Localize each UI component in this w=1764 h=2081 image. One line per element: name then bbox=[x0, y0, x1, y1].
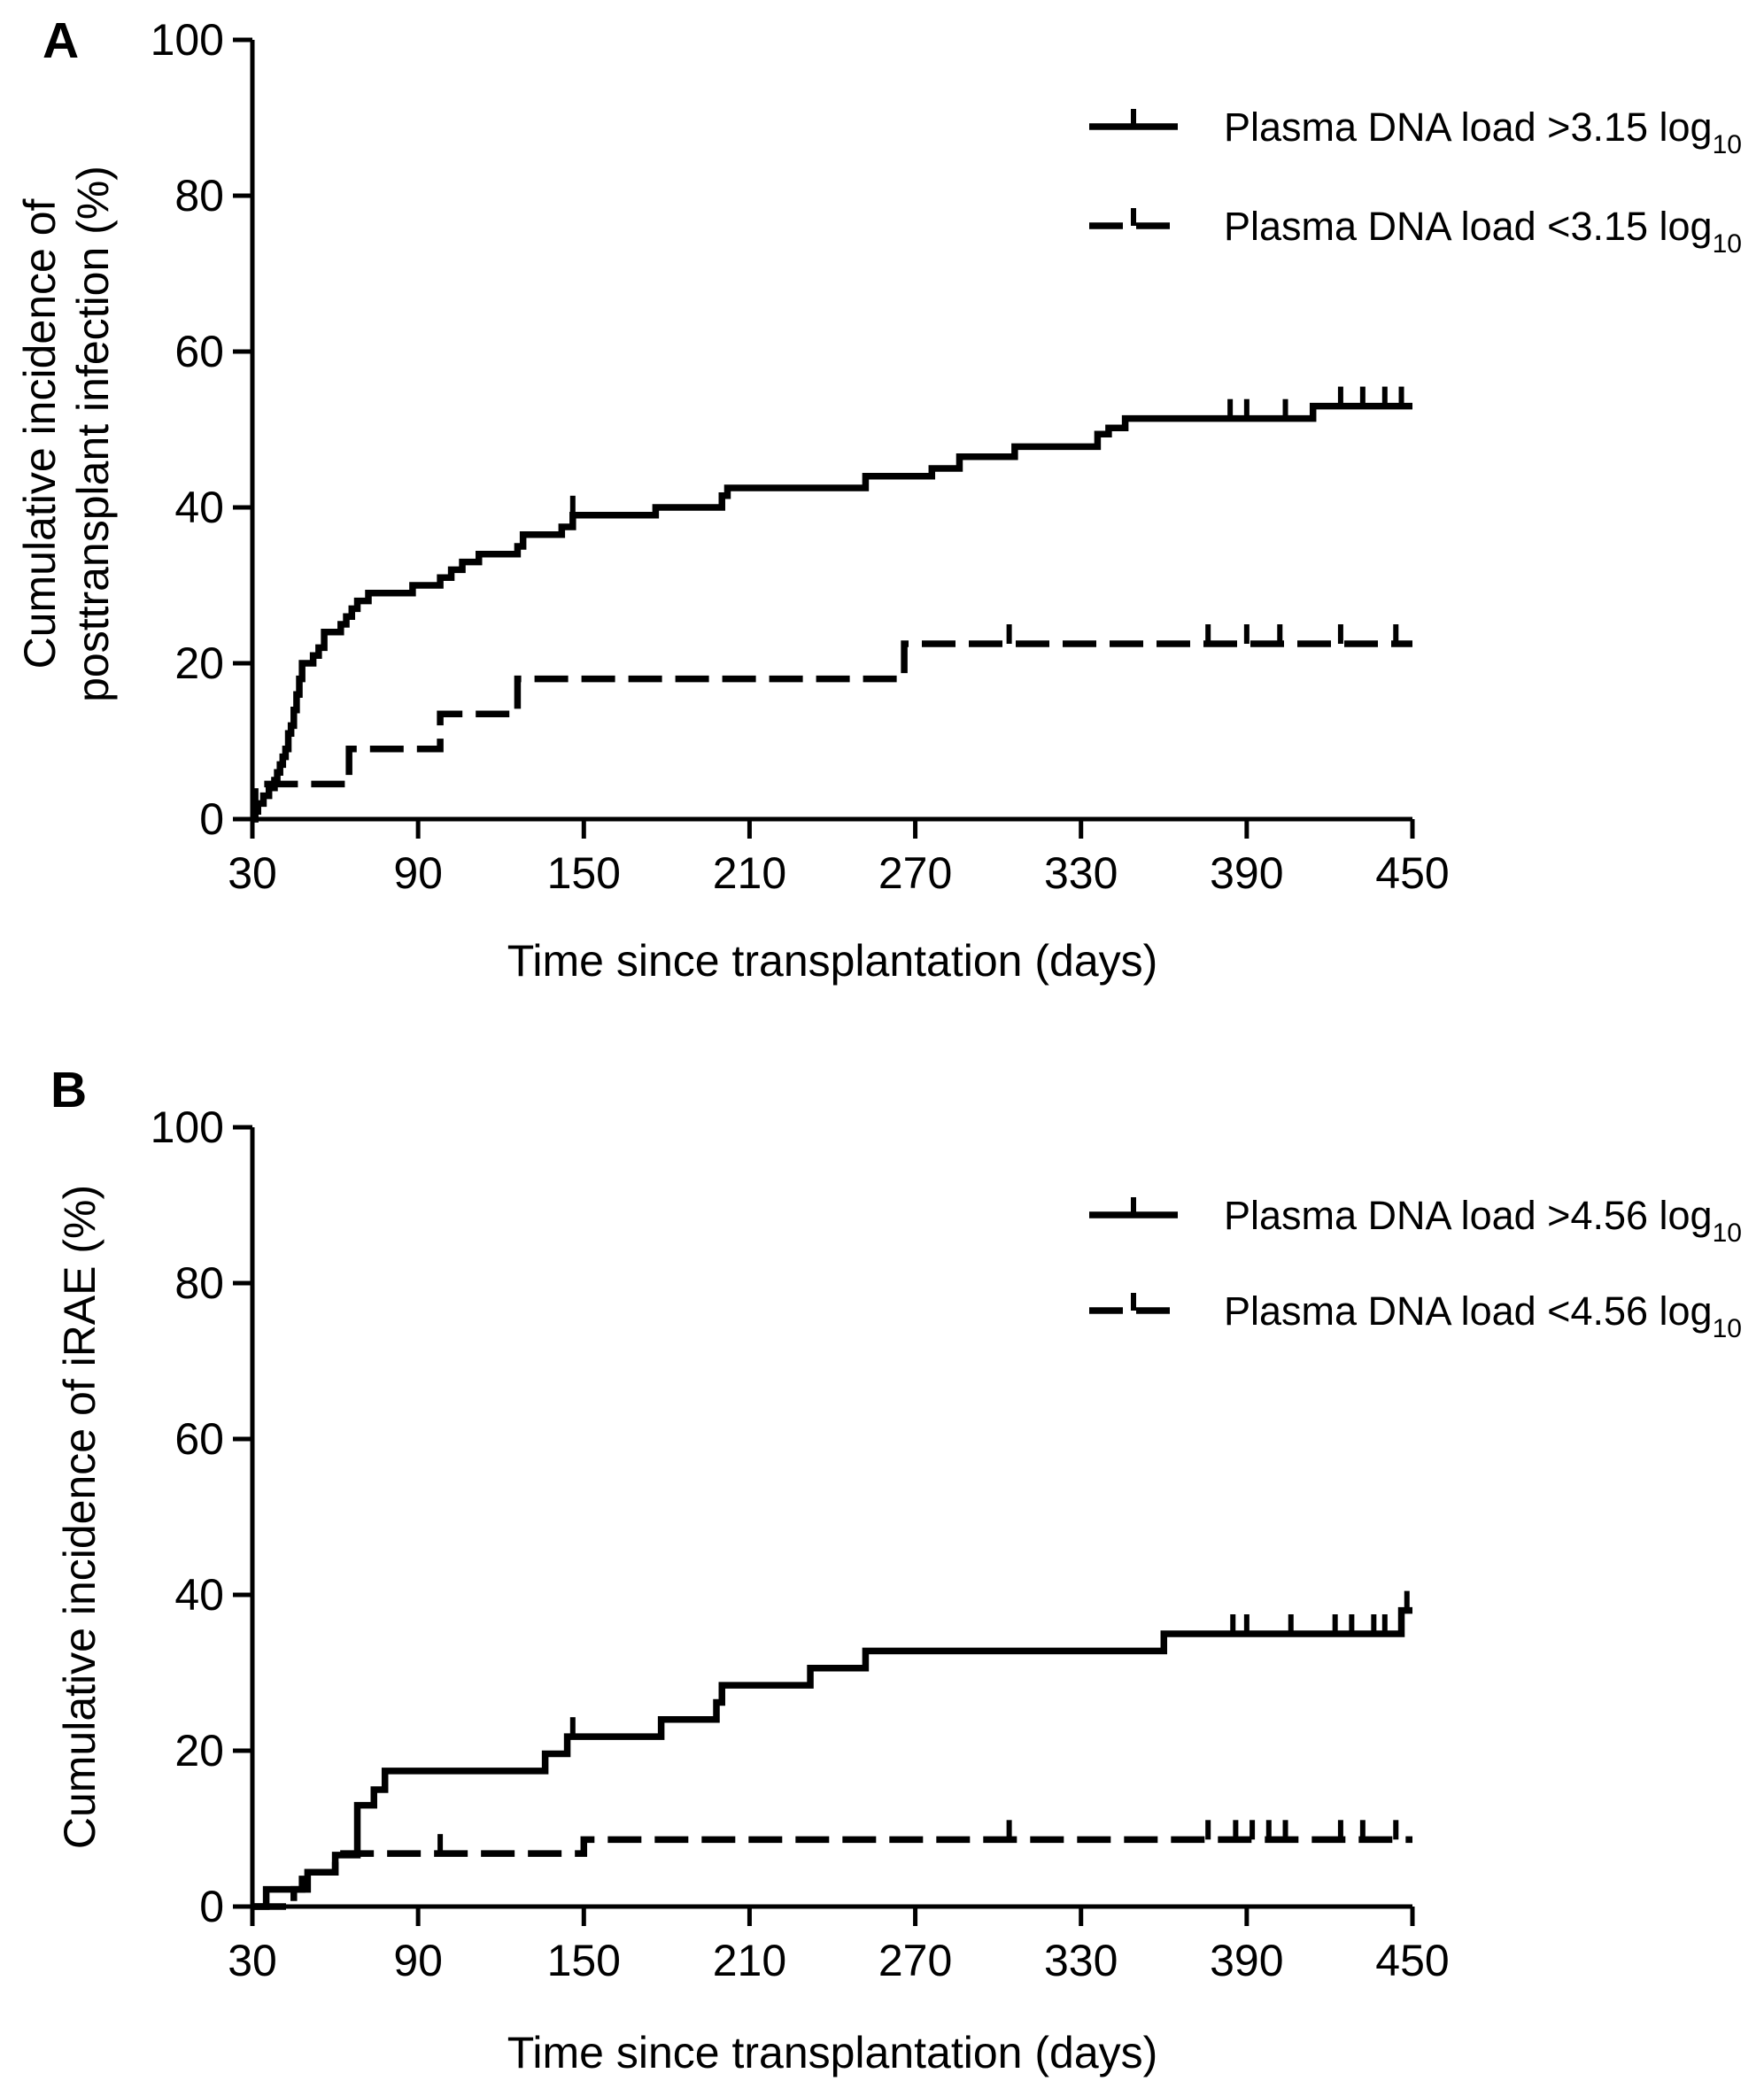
legend-label-text: Plasma DNA load >3.15 log bbox=[1224, 104, 1713, 150]
y-tick-label: 60 bbox=[174, 1414, 224, 1464]
y-tick-label: 80 bbox=[174, 171, 224, 220]
legend-label-1: Plasma DNA load >4.56 log10 bbox=[1224, 1193, 1742, 1248]
panel-b: B 0 20 40 60 80 100 30 90 150 210 270 330 390 450 Time … bbox=[50, 1062, 1742, 2077]
x-tick-label: 90 bbox=[393, 1936, 443, 1985]
panel-a: A 0 20 40 60 80 100 30 90 150 210 270 330 390 450 Time … bbox=[15, 12, 1742, 986]
y-tick-label: 100 bbox=[151, 15, 224, 65]
legend-label-2: Plasma DNA load <3.15 log10 bbox=[1224, 204, 1742, 259]
legend-label-2: Plasma DNA load <4.56 log10 bbox=[1224, 1288, 1742, 1343]
x-tick-label: 150 bbox=[547, 848, 621, 898]
series-line-2 bbox=[252, 1836, 1412, 1910]
x-tick-label: 150 bbox=[547, 1936, 621, 1985]
x-tick-label: 30 bbox=[228, 1936, 277, 1985]
x-tick-label: 270 bbox=[878, 848, 952, 898]
legend-label-1: Plasma DNA load >3.15 log10 bbox=[1224, 104, 1742, 159]
x-tick-label: 30 bbox=[228, 848, 277, 898]
y-tick-label: 0 bbox=[199, 1882, 224, 1931]
y-tick-label: 20 bbox=[174, 638, 224, 688]
legend-label-subscript: 10 bbox=[1713, 229, 1742, 259]
x-axis-title: Time since transplantation (days) bbox=[507, 2028, 1158, 2077]
x-tick-label: 450 bbox=[1375, 1936, 1449, 1985]
legend-label-subscript: 10 bbox=[1713, 1314, 1742, 1343]
x-tick-label: 330 bbox=[1044, 1936, 1118, 1985]
series-line-2 bbox=[251, 640, 1412, 823]
x-tick-label: 450 bbox=[1375, 848, 1449, 898]
y-tick-label: 40 bbox=[174, 1570, 224, 1620]
series-line-1 bbox=[252, 1606, 1412, 1910]
y-tick-label: 20 bbox=[174, 1726, 224, 1775]
x-tick-label: 390 bbox=[1210, 848, 1283, 898]
x-tick-label: 270 bbox=[878, 1936, 952, 1985]
x-tick-label: 330 bbox=[1044, 848, 1118, 898]
legend-label-subscript: 10 bbox=[1713, 130, 1742, 159]
x-tick-label: 390 bbox=[1210, 1936, 1283, 1985]
y-axis-title: Cumulative incidence of bbox=[15, 198, 65, 669]
y-tick-label: 40 bbox=[174, 483, 224, 532]
legend-label-text: Plasma DNA load >4.56 log bbox=[1224, 1193, 1713, 1238]
panel-letter: B bbox=[50, 1062, 87, 1118]
series-line-1 bbox=[251, 402, 1412, 823]
x-tick-label: 210 bbox=[713, 848, 786, 898]
legend-label-subscript: 10 bbox=[1713, 1218, 1742, 1248]
y-tick-label: 60 bbox=[174, 327, 224, 376]
y-tick-label: 80 bbox=[174, 1258, 224, 1308]
y-axis-title: posttransplant infection (%) bbox=[68, 166, 118, 702]
y-tick-label: 0 bbox=[199, 794, 224, 844]
legend-label-text: Plasma DNA load <3.15 log bbox=[1224, 204, 1713, 249]
panel-letter: A bbox=[43, 12, 79, 69]
x-tick-label: 90 bbox=[393, 848, 443, 898]
legend-label-text: Plasma DNA load <4.56 log bbox=[1224, 1288, 1713, 1334]
y-tick-label: 100 bbox=[151, 1102, 224, 1152]
x-tick-label: 210 bbox=[713, 1936, 786, 1985]
y-axis-title: Cumulative incidence of iRAE (%) bbox=[55, 1185, 104, 1849]
x-axis-title: Time since transplantation (days) bbox=[507, 936, 1158, 986]
